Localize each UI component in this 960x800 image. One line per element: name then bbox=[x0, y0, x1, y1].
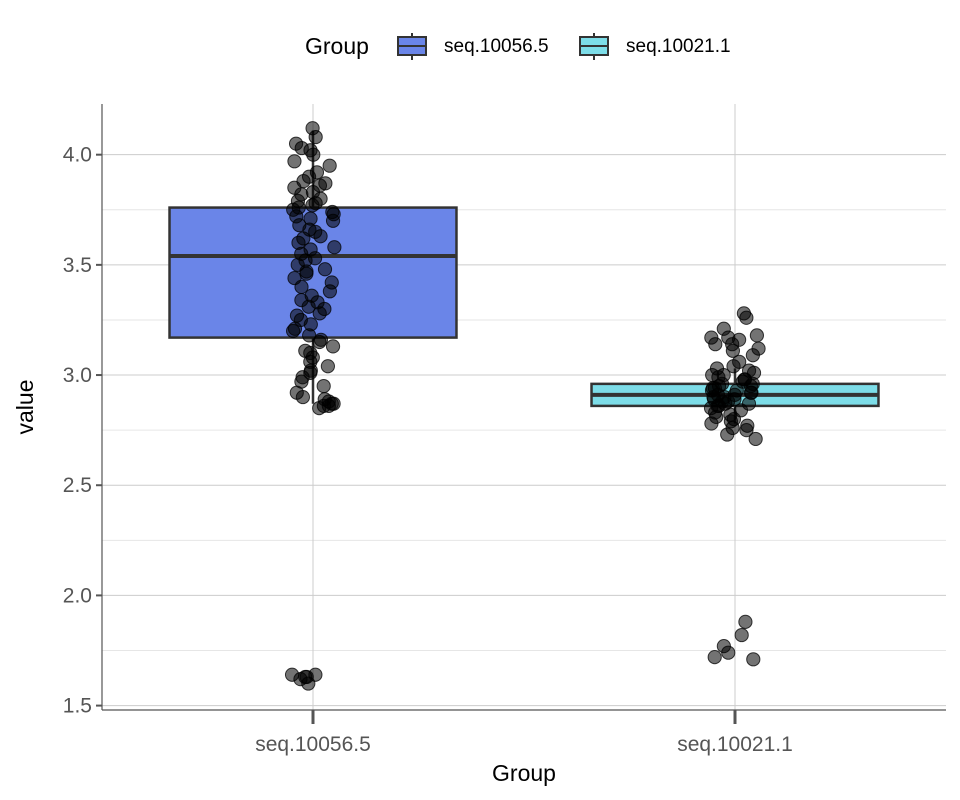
legend: Group seq.10056.5 seq.10021.1 bbox=[305, 33, 731, 60]
data-point bbox=[316, 378, 331, 394]
axes: 1.5 2.0 2.5 3.0 3.5 4.0 seq.10056.5 seq.10021.1 bbox=[63, 104, 946, 756]
y-tick-label: 2.0 bbox=[63, 584, 92, 607]
data-point bbox=[305, 198, 320, 213]
x-tick-label: seq.10056.5 bbox=[255, 733, 371, 756]
data-point bbox=[725, 343, 741, 358]
data-point bbox=[738, 614, 753, 629]
data-point bbox=[749, 328, 765, 343]
data-point bbox=[287, 154, 302, 169]
y-tick-label: 3.5 bbox=[63, 254, 92, 277]
data-point bbox=[295, 389, 310, 405]
data-point bbox=[306, 147, 321, 162]
legend-title: Group bbox=[305, 33, 369, 59]
data-point bbox=[312, 334, 327, 350]
legend-label-seq-10056-5: seq.10056.5 bbox=[444, 36, 549, 57]
data-point bbox=[327, 240, 342, 255]
data-point bbox=[322, 158, 337, 173]
data-point bbox=[325, 339, 341, 354]
data-point bbox=[726, 359, 741, 374]
data-point bbox=[745, 348, 760, 363]
legend-key-seq-10056-5 bbox=[397, 33, 427, 60]
boxes bbox=[168, 130, 880, 424]
data-point bbox=[308, 129, 323, 145]
data-point bbox=[325, 213, 341, 228]
grid bbox=[102, 104, 946, 710]
legend-label-seq-10021-1: seq.10021.1 bbox=[626, 36, 731, 57]
data-point bbox=[708, 337, 723, 352]
y-tick-label: 4.0 bbox=[63, 144, 92, 167]
legend-key-seq-10021-1 bbox=[579, 33, 609, 60]
x-axis-title: Group bbox=[492, 760, 556, 786]
data-point bbox=[721, 645, 736, 660]
data-point bbox=[299, 266, 314, 281]
data-point bbox=[746, 652, 761, 667]
y-tick-label: 1.5 bbox=[63, 695, 92, 718]
data-point bbox=[739, 310, 754, 325]
data-point bbox=[704, 416, 719, 431]
data-point bbox=[720, 427, 735, 442]
data-point bbox=[317, 262, 333, 277]
x-tick-label: seq.10021.1 bbox=[677, 733, 793, 756]
data-point bbox=[734, 627, 749, 643]
data-point bbox=[748, 431, 763, 447]
data-point bbox=[739, 423, 754, 438]
data-point bbox=[322, 284, 338, 299]
data-point bbox=[320, 359, 335, 374]
y-axis-title: value bbox=[12, 380, 38, 435]
data-point bbox=[312, 306, 327, 321]
data-point bbox=[301, 676, 316, 691]
data-point bbox=[707, 650, 722, 665]
data-point bbox=[301, 299, 316, 314]
data-point bbox=[313, 229, 328, 244]
data-point bbox=[285, 323, 301, 339]
y-tick-label: 2.5 bbox=[63, 474, 92, 497]
y-tick-label: 3.0 bbox=[63, 364, 92, 387]
data-point bbox=[312, 401, 327, 416]
data-points bbox=[284, 121, 766, 691]
